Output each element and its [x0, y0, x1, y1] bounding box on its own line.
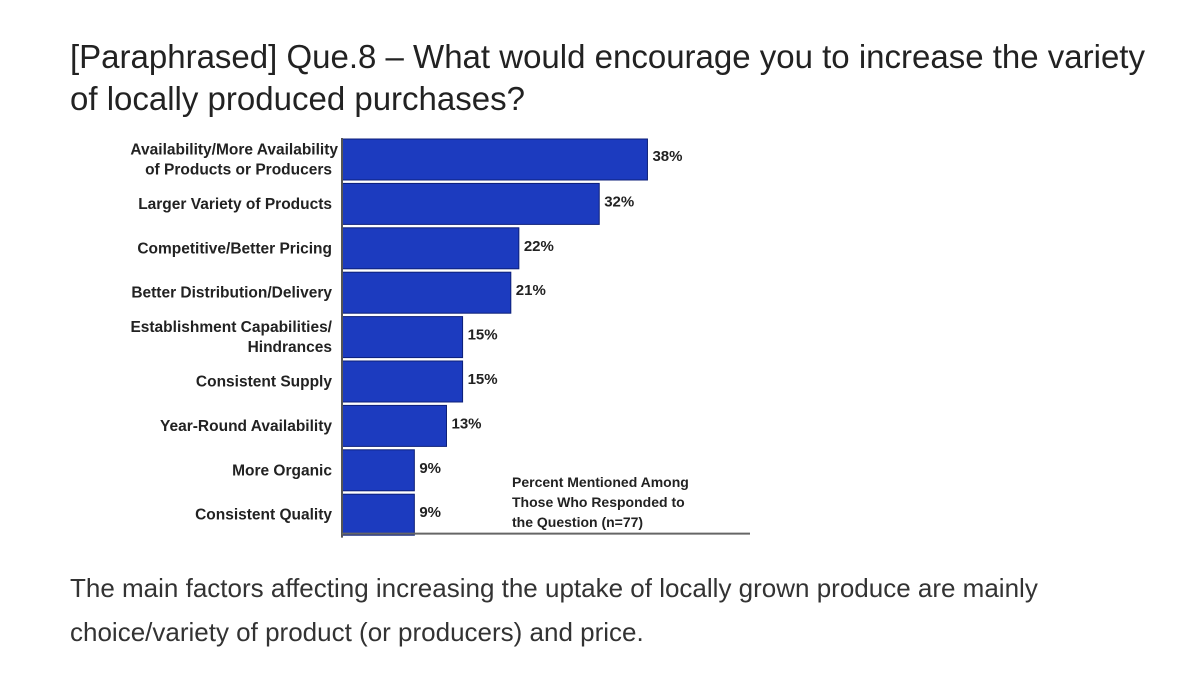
- chart-caption: The main factors affecting increasing th…: [70, 573, 1038, 647]
- bar-value-label-4: 15%: [468, 327, 498, 344]
- category-label-7-0: More Organic: [232, 462, 332, 479]
- category-label-2-0: Competitive/Better Pricing: [137, 240, 332, 257]
- bar-6: [341, 404, 447, 447]
- category-label-3-0: Better Distribution/Delivery: [131, 285, 332, 302]
- category-label-4-0: Establishment Capabilities/: [130, 319, 332, 336]
- chart-note-line-1: Those Who Responded to: [512, 494, 685, 510]
- bar-0: [341, 138, 648, 181]
- bar-5: [341, 360, 464, 403]
- bar-value-label-2: 22%: [524, 238, 554, 255]
- category-label-6-0: Year-Round Availability: [160, 418, 332, 435]
- bar-8: [341, 493, 415, 536]
- bar-value-label-5: 15%: [468, 371, 498, 388]
- bar-value-label-7: 9%: [419, 460, 441, 477]
- bar-value-label-8: 9%: [419, 504, 441, 521]
- bar-1: [341, 182, 600, 225]
- chart-note-line-0: Percent Mentioned Among: [512, 474, 689, 490]
- bar-value-label-3: 21%: [516, 282, 546, 299]
- category-label-1-0: Larger Variety of Products: [138, 196, 332, 213]
- bar-7: [341, 449, 415, 492]
- bar-3: [341, 271, 512, 314]
- bar-value-label-0: 38%: [652, 148, 682, 165]
- category-label-5-0: Consistent Supply: [196, 374, 332, 391]
- bar-value-label-1: 32%: [604, 193, 634, 210]
- bar-4: [341, 316, 464, 359]
- bar-2: [341, 227, 520, 270]
- category-label-4-1: Hindrances: [248, 339, 332, 356]
- category-label-0-1: of Products or Producers: [145, 162, 332, 179]
- chart-title: [Paraphrased] Que.8 – What would encoura…: [70, 38, 1145, 117]
- category-label-0-0: Availability/More Availability: [130, 142, 338, 159]
- chart-note-line-2: the Question (n=77): [512, 514, 643, 530]
- bar-value-label-6: 13%: [452, 415, 482, 432]
- category-label-8-0: Consistent Quality: [195, 507, 332, 524]
